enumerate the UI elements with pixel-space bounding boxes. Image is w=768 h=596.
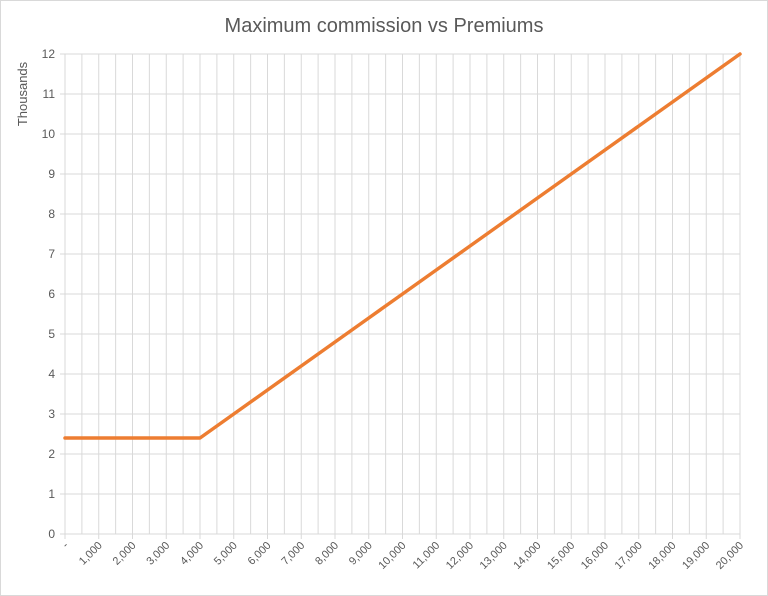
y-tick-label: 12: [42, 47, 56, 61]
x-tick-label: 19,000: [680, 540, 712, 572]
x-tick-label: 17,000: [613, 540, 645, 572]
y-tick-label: 8: [48, 207, 55, 221]
y-tick-label: 5: [48, 327, 55, 341]
y-axis-title: Thousands: [15, 61, 30, 126]
x-tick-label: 3,000: [144, 540, 172, 568]
y-tick-label: 0: [48, 527, 55, 541]
y-tick-label: 4: [48, 367, 55, 381]
x-tick-label: 13,000: [478, 540, 510, 572]
x-tick-label: 11,000: [411, 540, 443, 572]
x-tick-label: 2,000: [111, 540, 139, 568]
x-tick-label: 7,000: [279, 540, 307, 568]
series-line: [63, 52, 742, 440]
x-tick-label: 18,000: [646, 540, 678, 572]
x-tick-label: 1,000: [77, 540, 105, 568]
y-tick-label: 11: [43, 87, 56, 101]
x-tick-label: 5,000: [212, 540, 240, 568]
x-tick-label: 6,000: [246, 540, 274, 568]
y-tick-label: 6: [48, 287, 55, 301]
x-tick-label: 10,000: [376, 540, 408, 572]
y-tick-label: 3: [48, 407, 55, 421]
x-tick-label: 9,000: [347, 540, 375, 568]
x-tick-label: 16,000: [579, 540, 611, 572]
y-tick-label: 7: [48, 247, 55, 261]
chart-title: Maximum commission vs Premiums: [224, 15, 544, 37]
x-tick-label: 14,000: [511, 540, 543, 572]
y-tick-label: 1: [48, 487, 55, 501]
x-tick-label: 12,000: [444, 540, 476, 572]
y-tick-label: 9: [48, 167, 55, 181]
x-tick-label: -: [60, 539, 71, 550]
x-tick-label: 4,000: [178, 540, 206, 568]
y-tick-label: 10: [42, 127, 56, 141]
x-tick-label: 20,000: [714, 540, 746, 572]
x-tick-label: 8,000: [313, 540, 341, 568]
x-tick-label: 15,000: [545, 540, 577, 572]
y-tick-label: 2: [48, 447, 55, 461]
